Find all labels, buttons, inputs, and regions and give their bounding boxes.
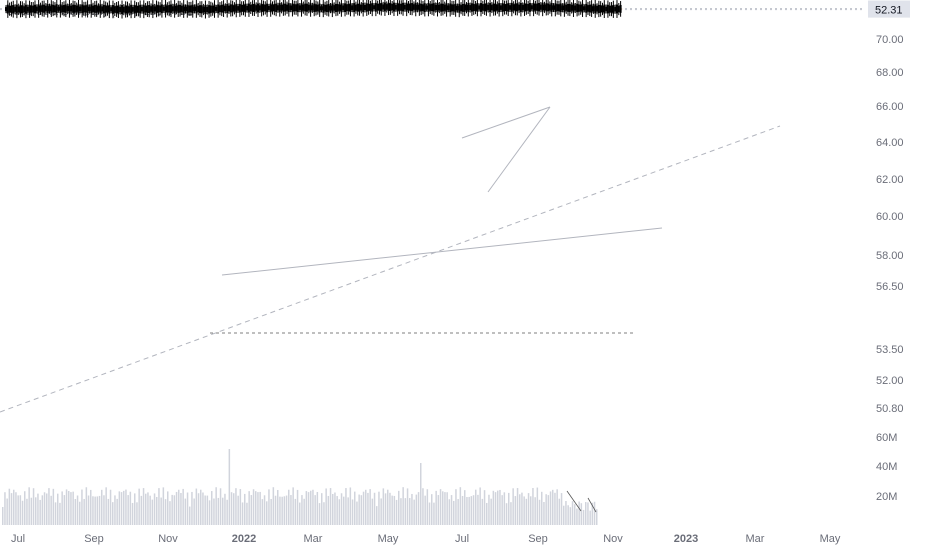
- price-candles: [5, 0, 622, 19]
- neckline-trendline: [221, 227, 663, 276]
- price-axis-tick: 62.00: [876, 174, 904, 186]
- time-axis-tick: Nov: [158, 533, 178, 545]
- channel-upper-line: [461, 106, 551, 139]
- price-axis-tick: 66.00: [876, 101, 904, 113]
- volume-trend-line-2: [587, 497, 597, 513]
- price-axis-tick: 64.00: [876, 137, 904, 149]
- price-axis-tick: 58.00: [876, 250, 904, 262]
- time-axis-tick: May: [378, 533, 399, 545]
- price-badge-label: 52.31: [875, 5, 903, 17]
- price-axis-tick: 50.80: [876, 403, 904, 415]
- time-axis-tick: Jul: [11, 533, 25, 545]
- price-axis-tick: 70.00: [876, 34, 904, 46]
- price-badge-52-31: [868, 1, 910, 18]
- time-axis-tick: Sep: [84, 533, 104, 545]
- time-axis-tick: Mar: [304, 533, 323, 545]
- volume-trend-line-1: [566, 490, 582, 512]
- price-axis-tick: 56.50: [876, 281, 904, 293]
- volume-axis-tick: 40M: [876, 461, 897, 473]
- price-axis-tick: 60.00: [876, 211, 904, 223]
- time-axis-tick: Mar: [746, 533, 765, 545]
- time-axis-tick: May: [820, 533, 841, 545]
- long-trendline-dashed: [0, 125, 781, 413]
- time-axis-tick: Sep: [528, 533, 548, 545]
- price-axis-tick: 53.50: [876, 344, 904, 356]
- channel-lower-line: [487, 106, 551, 193]
- time-axis-tick: 2022: [232, 533, 256, 545]
- time-axis-tick: 2023: [674, 533, 698, 545]
- time-axis-tick: Nov: [603, 533, 623, 545]
- time-axis-tick: Jul: [455, 533, 469, 545]
- price-axis-tick: 52.00: [876, 375, 904, 387]
- volume-axis-tick: 20M: [876, 491, 897, 503]
- price-axis-tick: 68.00: [876, 67, 904, 79]
- volume-axis-tick: 60M: [876, 432, 897, 444]
- volume-bars: [2, 449, 598, 525]
